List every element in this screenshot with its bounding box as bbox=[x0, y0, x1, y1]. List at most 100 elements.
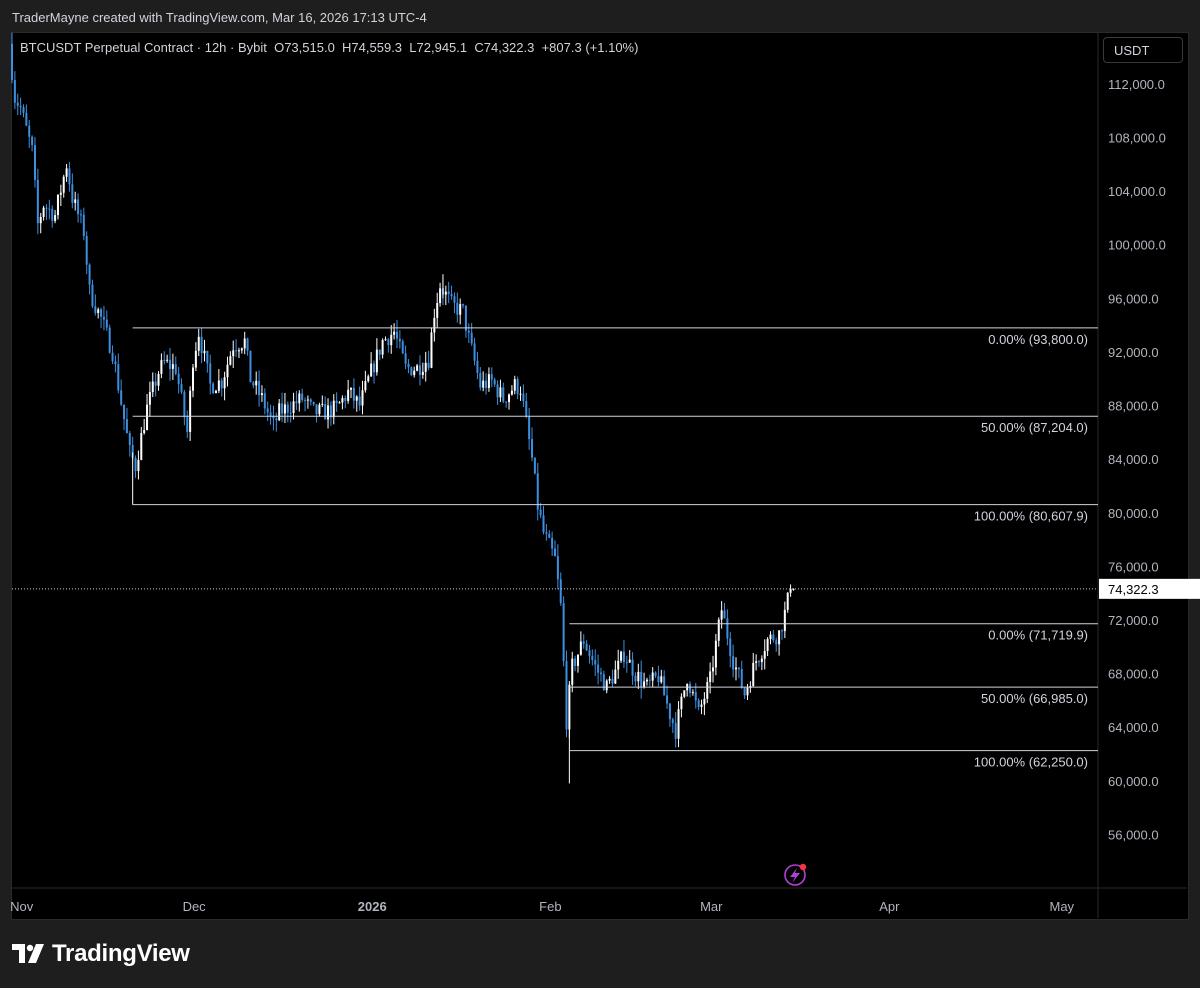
candle-down bbox=[453, 296, 456, 303]
candle-up bbox=[413, 370, 416, 376]
candle-down bbox=[470, 332, 473, 344]
candle-down bbox=[335, 400, 338, 404]
candle-up bbox=[769, 634, 772, 639]
candle-down bbox=[743, 687, 746, 696]
candle-down bbox=[689, 683, 692, 693]
candle-down bbox=[775, 640, 778, 645]
price-tick-label: 56,000.0 bbox=[1108, 827, 1159, 842]
candle-down bbox=[111, 352, 114, 362]
candle-up bbox=[255, 380, 258, 386]
candle-up bbox=[390, 334, 393, 346]
candle-up bbox=[318, 404, 321, 415]
candle-up bbox=[576, 654, 579, 666]
candle-down bbox=[545, 532, 548, 534]
candle-up bbox=[381, 340, 384, 355]
candle-up bbox=[712, 667, 715, 672]
candle-up bbox=[341, 398, 344, 403]
candle-down bbox=[352, 387, 355, 401]
candle-up bbox=[393, 331, 396, 335]
candle-down bbox=[102, 316, 105, 320]
chart-frame[interactable] bbox=[11, 32, 1189, 920]
candle-up bbox=[157, 373, 160, 386]
time-tick-label: Nov bbox=[10, 899, 34, 914]
candle-down bbox=[19, 105, 22, 108]
candle-up bbox=[720, 610, 723, 620]
alert-icon[interactable] bbox=[784, 863, 807, 886]
candle-up bbox=[513, 379, 516, 391]
time-tick-label: Mar bbox=[700, 899, 723, 914]
candle-down bbox=[525, 401, 528, 417]
candle-down bbox=[585, 643, 588, 651]
candle-up bbox=[734, 667, 738, 670]
candle-up bbox=[421, 371, 424, 376]
candle-down bbox=[737, 667, 740, 670]
candle-down bbox=[456, 302, 459, 315]
candle-down bbox=[131, 444, 134, 458]
candle-down bbox=[671, 719, 674, 724]
candle-up bbox=[370, 363, 373, 377]
candle-up bbox=[608, 678, 611, 681]
candle-down bbox=[209, 363, 212, 384]
candle-up bbox=[278, 403, 281, 421]
symbol-legend: BTCUSDT Perpetual Contract · 12h · Bybit… bbox=[20, 40, 638, 55]
candle-up bbox=[56, 194, 59, 216]
candle-up bbox=[499, 387, 502, 398]
candle-up bbox=[637, 671, 640, 682]
candle-up bbox=[189, 390, 192, 432]
candle-up bbox=[680, 696, 683, 710]
candle-down bbox=[611, 678, 614, 684]
candle-up bbox=[146, 404, 149, 430]
candle-down bbox=[479, 373, 482, 388]
candle-up bbox=[347, 389, 350, 401]
candle-up bbox=[482, 380, 485, 388]
candle-down bbox=[275, 418, 278, 421]
time-tick-label: Dec bbox=[183, 899, 207, 914]
ohlc-change: +807.3 (+1.10%) bbox=[541, 40, 639, 55]
fib-level-label: 0.00% (93,800.0) bbox=[988, 332, 1088, 347]
candle-up bbox=[617, 660, 620, 670]
price-axis-border bbox=[12, 33, 1187, 918]
candle-down bbox=[378, 349, 381, 355]
candle-up bbox=[229, 356, 232, 365]
symbol-info[interactable]: BTCUSDT Perpetual Contract · 12h · Bybit bbox=[20, 40, 267, 55]
price-tick-label: 76,000.0 bbox=[1108, 559, 1159, 574]
candle-down bbox=[556, 556, 559, 580]
candles-group bbox=[10, 32, 795, 784]
candle-down bbox=[732, 656, 735, 670]
time-axis-ticks: Nov Dec 2026 Feb Mar Apr May bbox=[10, 899, 1074, 914]
candle-up bbox=[568, 684, 571, 730]
candle-down bbox=[697, 700, 700, 707]
chart-author-caption: TraderMayne created with TradingView.com… bbox=[12, 10, 427, 25]
price-tick-label: 68,000.0 bbox=[1108, 667, 1159, 682]
candle-up bbox=[651, 672, 654, 681]
candle-down bbox=[516, 379, 519, 394]
ohlc-open: O73,515.0 bbox=[274, 40, 335, 55]
candle-down bbox=[174, 364, 177, 374]
candle-down bbox=[648, 679, 651, 681]
candle-up bbox=[59, 192, 62, 195]
candle-up bbox=[691, 692, 694, 694]
candle-down bbox=[85, 236, 88, 265]
candle-down bbox=[533, 457, 536, 474]
candle-down bbox=[88, 264, 91, 285]
currency-selector[interactable]: USDT bbox=[1103, 37, 1183, 63]
candle-down bbox=[48, 208, 51, 210]
price-tick-label: 92,000.0 bbox=[1108, 345, 1159, 360]
candle-up bbox=[298, 393, 301, 404]
candle-down bbox=[780, 630, 783, 632]
candle-down bbox=[562, 603, 565, 662]
candle-down bbox=[177, 373, 180, 385]
candle-down bbox=[726, 618, 729, 639]
candle-down bbox=[315, 404, 318, 415]
candle-down bbox=[31, 136, 34, 146]
tradingview-brand[interactable]: TradingView bbox=[12, 940, 190, 968]
price-tick-label: 100,000.0 bbox=[1108, 238, 1166, 253]
candle-up bbox=[194, 350, 197, 368]
fib-level-label: 50.00% (87,204.0) bbox=[981, 420, 1088, 435]
candle-down bbox=[450, 294, 453, 297]
candle-up bbox=[361, 390, 364, 406]
candle-up bbox=[660, 676, 663, 683]
fib-level-label: 100.00% (62,250.0) bbox=[974, 755, 1088, 770]
candle-up bbox=[203, 350, 206, 354]
